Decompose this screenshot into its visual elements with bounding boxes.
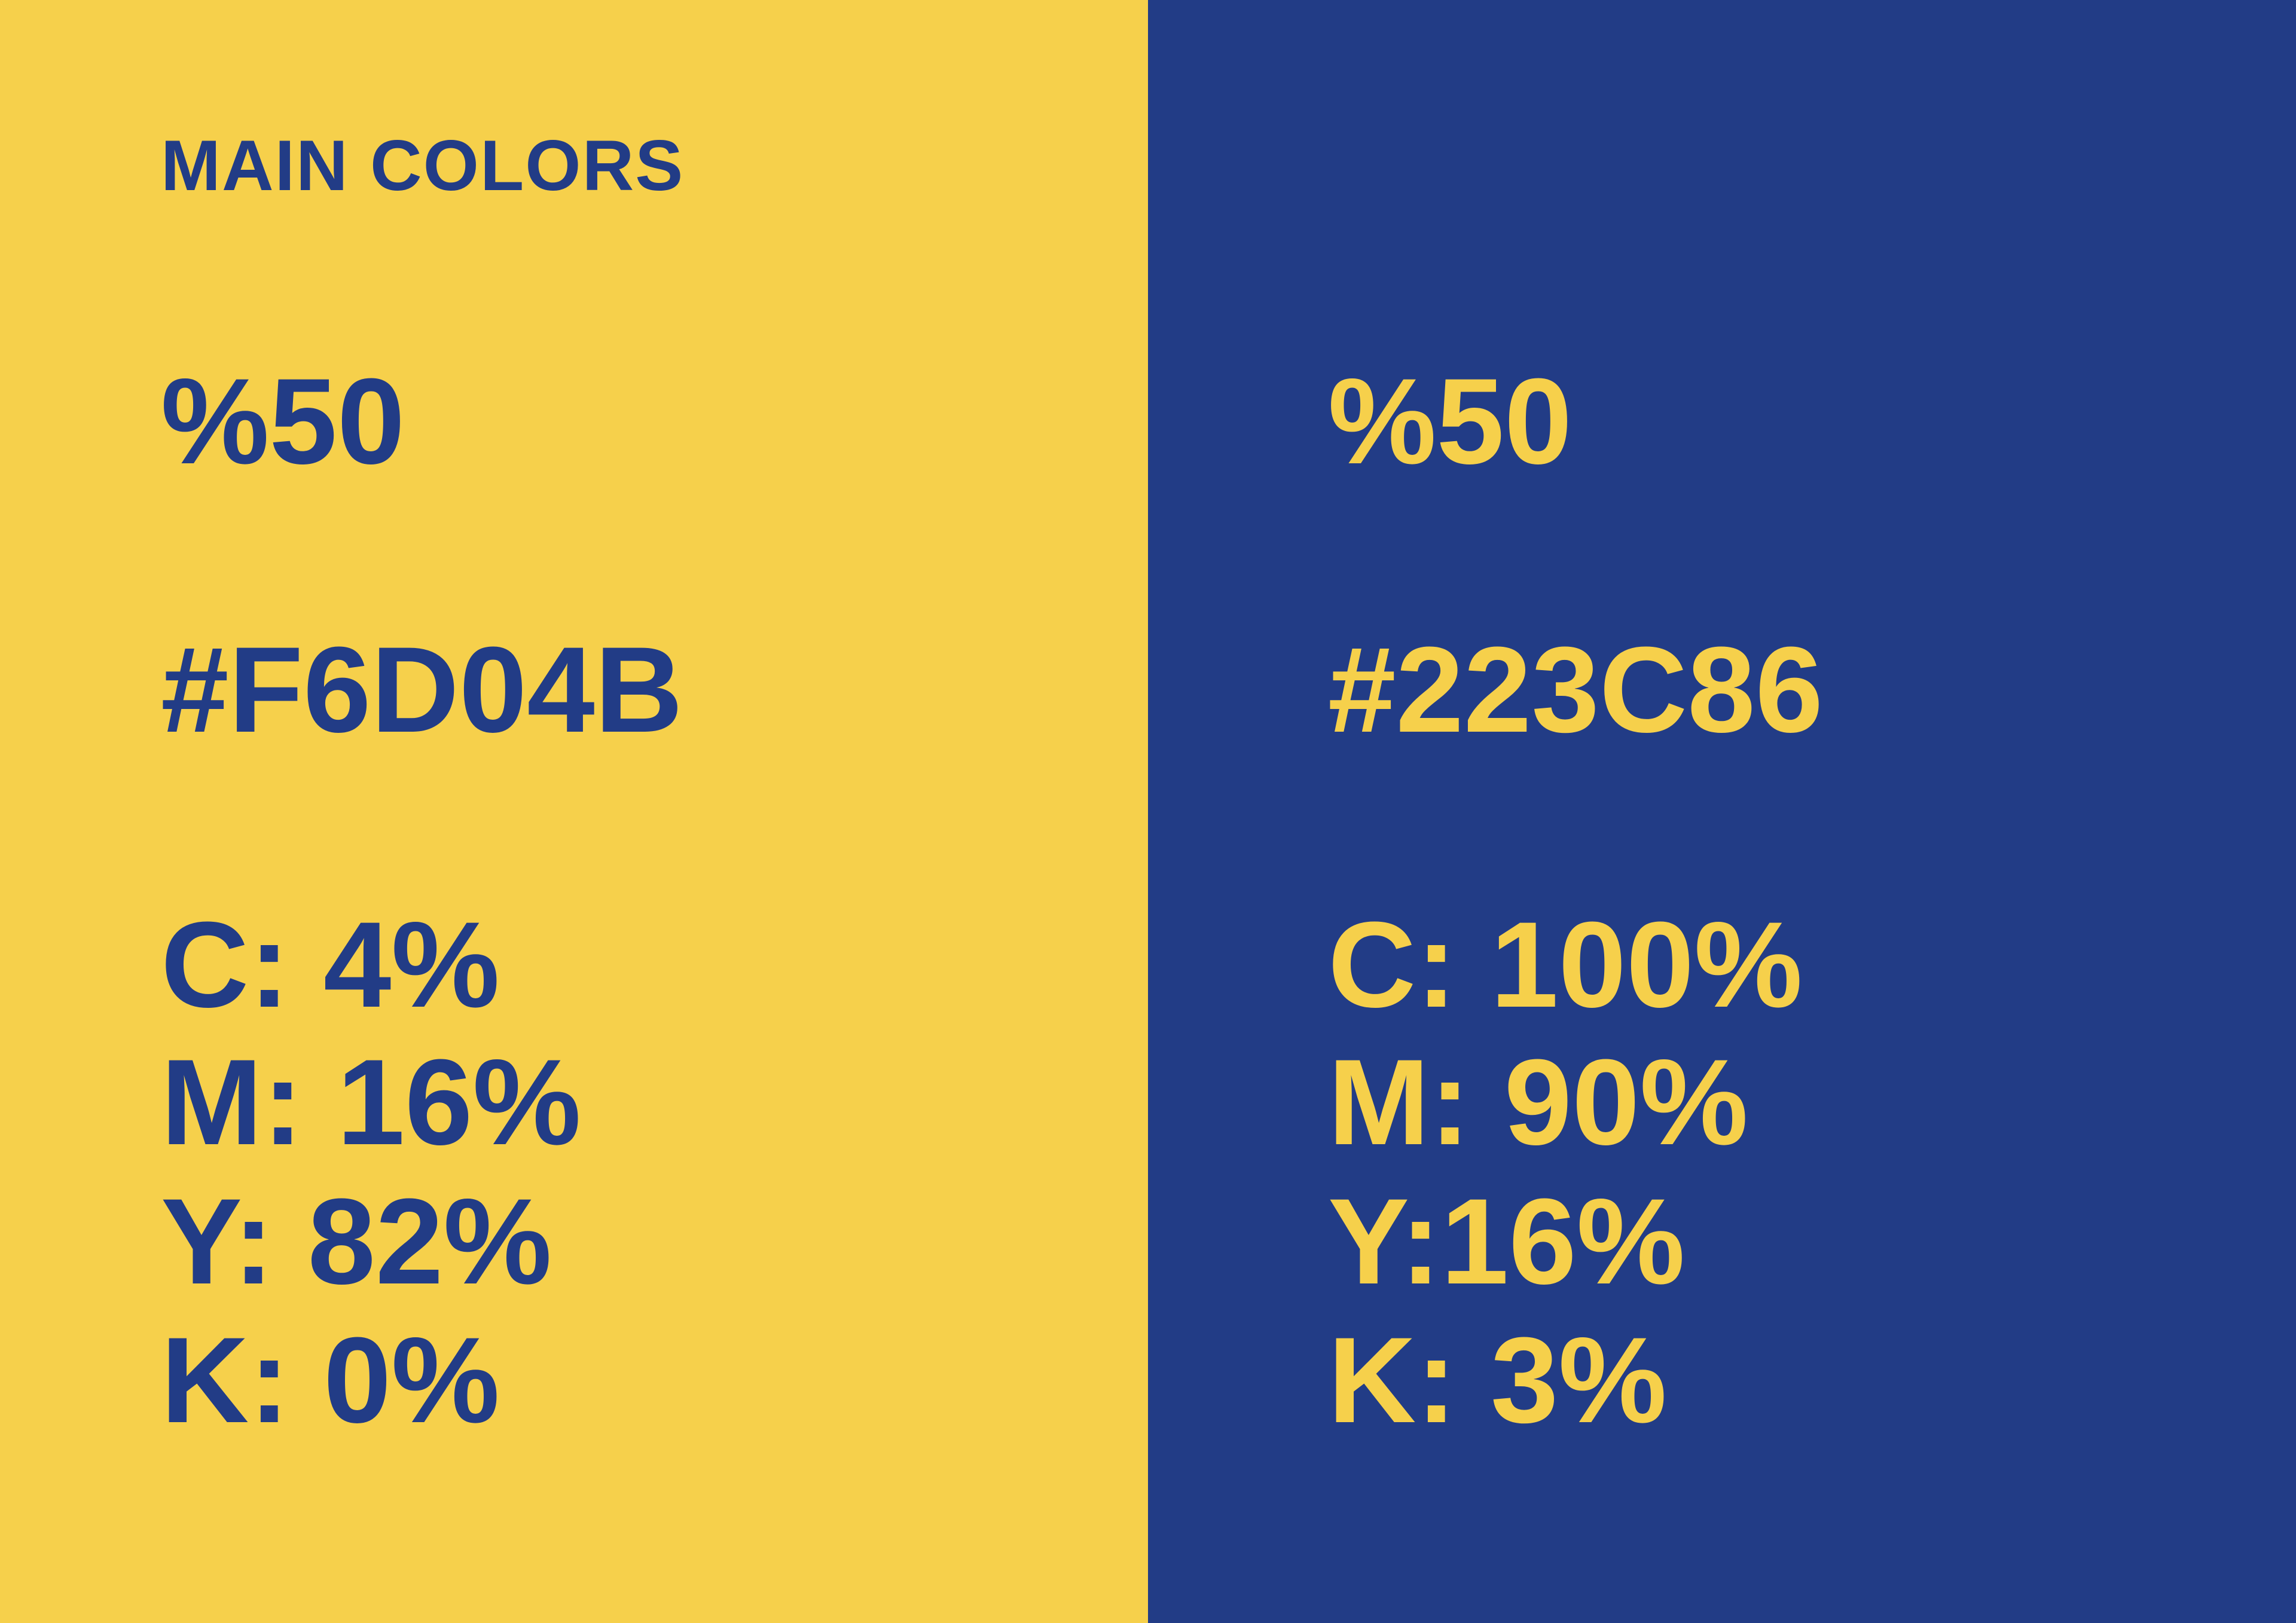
blue-cmyk-y: Y:16%: [1328, 1173, 1686, 1310]
yellow-cmyk-y: Y: 82%: [161, 1173, 552, 1310]
blue-cmyk-m: M: 90%: [1328, 1034, 1748, 1170]
yellow-swatch-panel: MAIN COLORS %50 #F6D04B C: 4% M: 16% Y: …: [0, 0, 1148, 1623]
main-colors-heading: MAIN COLORS: [161, 126, 685, 206]
yellow-percent: %50: [161, 353, 405, 490]
blue-cmyk-k: K: 3%: [1328, 1312, 1667, 1448]
yellow-cmyk-m: M: 16%: [161, 1034, 581, 1170]
blue-cmyk-c: C: 100%: [1328, 897, 1803, 1033]
yellow-cmyk-k: K: 0%: [161, 1312, 500, 1448]
yellow-cmyk-c: C: 4%: [161, 897, 500, 1033]
blue-swatch-panel: %50 #223C86 C: 100% M: 90% Y:16% K: 3%: [1148, 0, 2296, 1623]
yellow-hex: #F6D04B: [161, 622, 683, 758]
blue-hex: #223C86: [1328, 622, 1824, 758]
blue-percent: %50: [1328, 353, 1573, 490]
